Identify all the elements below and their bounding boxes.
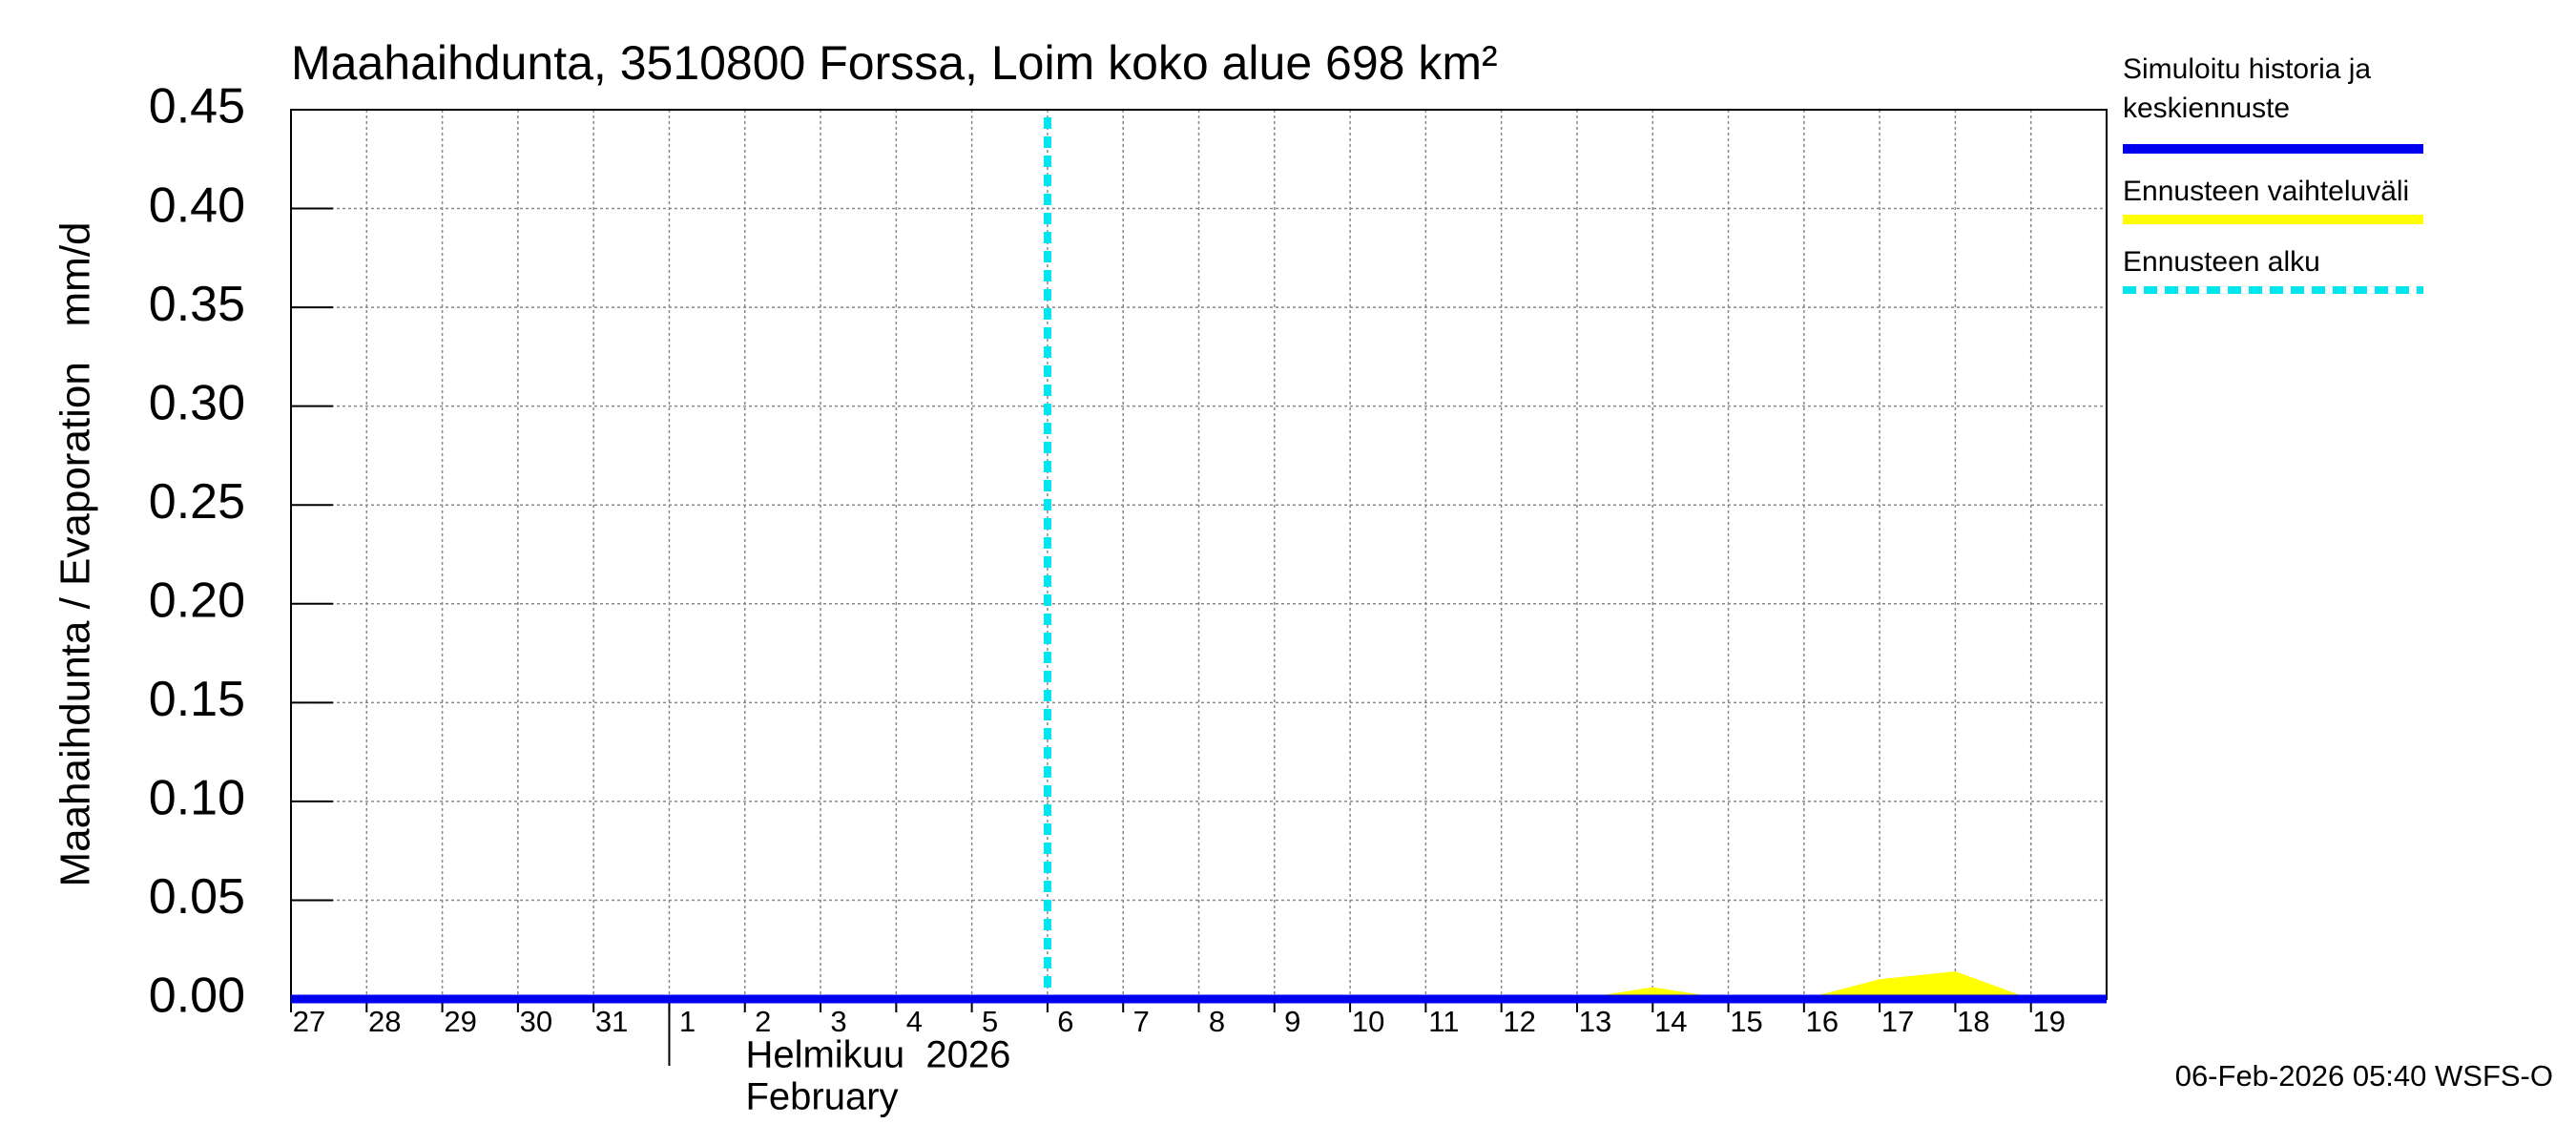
x-tick-label: 27: [293, 1005, 325, 1038]
y-tick-label: 0.25: [149, 474, 245, 530]
legend-label: keskiennuste: [2123, 93, 2290, 124]
x-tick-label: 19: [2032, 1005, 2065, 1038]
y-tick-label: 0.20: [149, 573, 245, 629]
y-tick-label: 0.15: [149, 672, 245, 727]
x-tick-label: 6: [1057, 1005, 1073, 1038]
footer: 06-Feb-2026 05:40 WSFS-O: [2175, 1059, 2553, 1093]
y-tick-label: 0.00: [149, 968, 245, 1024]
x-tick-label: 3: [830, 1005, 846, 1038]
legend-label: Ennusteen vaihteluväli: [2123, 176, 2409, 207]
x-tick-label: 14: [1654, 1005, 1687, 1038]
x-tick-label: 1: [679, 1005, 696, 1038]
x-tick-label: 30: [520, 1005, 552, 1038]
x-tick-label: 31: [595, 1005, 628, 1038]
month-label: February: [745, 1076, 898, 1118]
legend-label: Ennusteen alku: [2123, 246, 2320, 278]
x-tick-label: 5: [982, 1005, 998, 1038]
x-tick-label: 2: [755, 1005, 771, 1038]
x-tick-label: 9: [1284, 1005, 1300, 1038]
x-tick-label: 18: [1957, 1005, 1989, 1038]
y-tick-label: 0.10: [149, 771, 245, 826]
x-tick-label: 7: [1133, 1005, 1150, 1038]
x-tick-label: 12: [1503, 1005, 1535, 1038]
x-tick-label: 11: [1428, 1005, 1459, 1038]
y-tick-label: 0.45: [149, 79, 245, 135]
x-tick-label: 29: [444, 1005, 476, 1038]
y-axis-label: Maahaihdunta / Evaporation mm/d: [52, 221, 99, 886]
x-tick-label: 15: [1730, 1005, 1762, 1038]
range-area: [1047, 971, 2107, 999]
chart-title: Maahaihdunta, 3510800 Forssa, Loim koko …: [291, 36, 1498, 90]
month-label: Helmikuu 2026: [745, 1034, 1010, 1076]
x-tick-label: 10: [1352, 1005, 1384, 1038]
x-tick-label: 4: [906, 1005, 923, 1038]
x-tick-label: 17: [1881, 1005, 1914, 1038]
x-tick-label: 16: [1806, 1005, 1839, 1038]
y-tick-label: 0.35: [149, 277, 245, 332]
y-tick-label: 0.40: [149, 177, 245, 233]
x-tick-label: 13: [1579, 1005, 1611, 1038]
x-tick-label: 28: [368, 1005, 401, 1038]
x-tick-label: 8: [1209, 1005, 1225, 1038]
y-tick-label: 0.05: [149, 869, 245, 925]
y-tick-label: 0.30: [149, 375, 245, 430]
legend-label: Simuloitu historia ja: [2123, 53, 2371, 85]
